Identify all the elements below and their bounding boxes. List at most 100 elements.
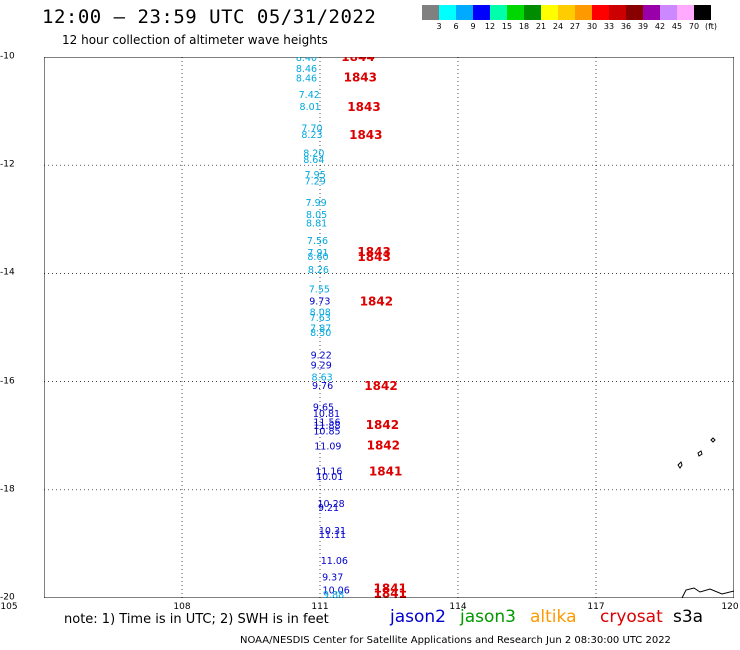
wave-height-value: 7.95 xyxy=(305,170,326,181)
wave-height-value: 7.70 xyxy=(301,123,322,134)
legend-swatch xyxy=(541,5,558,20)
sat-label-jason2: jason2 xyxy=(390,607,446,627)
legend-label: 3 xyxy=(436,22,442,31)
longitude-tick-label: 114 xyxy=(449,602,467,612)
pass-number: 1843 xyxy=(344,71,377,85)
legend-swatch xyxy=(439,5,456,20)
wave-height-value: 8.60 xyxy=(307,252,328,263)
pass-number: 1842 xyxy=(367,438,400,452)
latitude-tick-label: -20 xyxy=(0,592,15,603)
wave-height-value: 8.50 xyxy=(310,328,331,339)
wave-height-value: 8.46 xyxy=(296,64,317,75)
wave-height-value: 8.20 xyxy=(303,148,324,159)
legend-label: 6 xyxy=(453,22,459,31)
pass-number: 1841 xyxy=(374,587,407,598)
pass-number: 1843 xyxy=(357,245,390,259)
legend-swatch xyxy=(490,5,507,20)
island-shape xyxy=(681,587,734,598)
pass-number: 1841 xyxy=(374,581,407,595)
pass-number: 1841 xyxy=(369,464,402,478)
latitude-tick-label: -10 xyxy=(0,51,15,62)
page-subtitle: 12 hour collection of altimeter wave hei… xyxy=(62,33,328,47)
legend-swatch xyxy=(507,5,524,20)
wave-height-value: 10.06 xyxy=(323,585,350,596)
wave-height-value: 10.28 xyxy=(318,499,345,510)
wave-height-value: 7.29 xyxy=(305,176,326,187)
pass-number-labels: 1844184318431843184318431842184218421842… xyxy=(341,57,407,598)
island-outlines xyxy=(677,437,734,598)
legend-swatch xyxy=(643,5,660,20)
wave-height-value: 11.09 xyxy=(314,442,341,453)
sat-label-cryosat: cryosat xyxy=(600,607,663,627)
map-plot-area: 8.408.468.467.428.017.708.238.208.647.95… xyxy=(44,57,734,598)
wave-height-value: 9.22 xyxy=(311,351,332,362)
legend-label: 36 xyxy=(620,22,632,31)
units-note: note: 1) Time is in UTC; 2) SWH is in fe… xyxy=(64,612,329,627)
legend-label: 15 xyxy=(501,22,513,31)
longitude-tick-label: 117 xyxy=(587,602,605,612)
legend-swatch xyxy=(592,5,609,20)
wave-height-value: 8.05 xyxy=(306,210,327,221)
pass-number: 1842 xyxy=(366,418,399,432)
wave-height-value: 11.56 xyxy=(313,418,340,429)
legend-label: 21 xyxy=(535,22,547,31)
wave-height-value: 7.99 xyxy=(306,198,327,209)
sat-label-altika: altika xyxy=(530,607,577,627)
latitude-tick-label: -12 xyxy=(0,159,15,170)
wave-height-value: 11.88 xyxy=(313,421,340,432)
wave-height-value: 11.06 xyxy=(321,556,348,567)
pass-number: 1842 xyxy=(360,295,393,309)
wave-height-value: 8.81 xyxy=(306,219,327,230)
legend-swatch xyxy=(558,5,575,20)
legend-swatch xyxy=(422,5,439,20)
legend-swatch xyxy=(609,5,626,20)
legend-label: (ft) xyxy=(704,22,718,31)
legend-label: 39 xyxy=(637,22,649,31)
longitude-tick-label: 108 xyxy=(173,602,191,612)
page-title: 12:00 — 23:59 UTC 05/31/2022 xyxy=(42,6,377,28)
credit-footer: NOAA/NESDIS Center for Satellite Applica… xyxy=(240,635,671,646)
latitude-tick-label: -14 xyxy=(0,267,15,278)
island-shape xyxy=(697,450,703,457)
island-shape xyxy=(710,437,716,443)
wave-height-value: 10.31 xyxy=(319,526,346,537)
legend-label: 18 xyxy=(518,22,530,31)
legend-label: 42 xyxy=(654,22,666,31)
grid-lines xyxy=(44,57,734,598)
wave-height-value: 9.88 xyxy=(323,590,344,598)
wave-height-value: 8.08 xyxy=(310,307,331,318)
wave-height-value: 11.16 xyxy=(315,466,342,477)
legend-swatch xyxy=(473,5,490,20)
wave-height-value: 7.42 xyxy=(299,90,320,101)
wave-height-value: 7.55 xyxy=(309,285,330,296)
wave-height-value: 8.64 xyxy=(303,155,324,166)
longitude-tick-label: 111 xyxy=(311,602,329,612)
wave-height-value: 9.73 xyxy=(309,297,330,308)
pass-number: 1843 xyxy=(357,250,390,264)
wave-height-value: 7.56 xyxy=(307,236,328,247)
wave-height-value: 8.40 xyxy=(296,57,317,64)
legend-swatch xyxy=(660,5,677,20)
wave-height-value: 7.63 xyxy=(310,313,331,324)
island-shape xyxy=(677,461,683,469)
legend-swatch xyxy=(575,5,592,20)
wave-height-value: 8.26 xyxy=(308,265,329,276)
wave-height-value: 9.21 xyxy=(318,503,339,514)
sat-label-jason3: jason3 xyxy=(460,607,516,627)
legend-label: 24 xyxy=(552,22,564,31)
wave-height-value: 7.87 xyxy=(310,324,331,335)
wave-height-value: 10.01 xyxy=(316,472,343,483)
wave-height-value: 7.91 xyxy=(307,248,328,259)
wave-height-labels: 8.408.468.467.428.017.708.238.208.647.95… xyxy=(296,57,350,598)
latitude-tick-label: -16 xyxy=(0,376,15,387)
wave-height-value: 8.01 xyxy=(300,102,321,113)
wave-height-value: 9.29 xyxy=(311,360,332,371)
pass-number: 1843 xyxy=(347,100,380,114)
legend-label: 12 xyxy=(484,22,496,31)
latitude-tick-label: -18 xyxy=(0,484,15,495)
legend-swatch xyxy=(694,5,711,20)
legend-label: 27 xyxy=(569,22,581,31)
wave-height-value: 8.63 xyxy=(312,372,333,383)
color-scale-legend xyxy=(422,5,711,20)
